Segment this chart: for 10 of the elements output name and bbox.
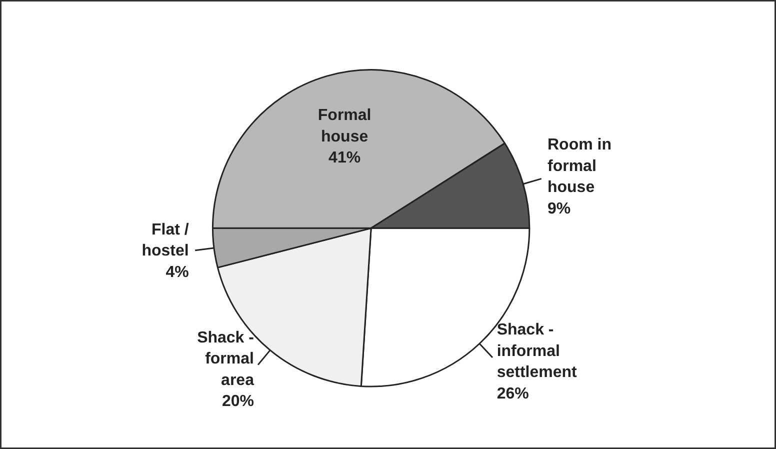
data-label: 9% <box>547 200 571 218</box>
slice-label: Shack - informal settlement <box>496 322 578 382</box>
slice-label: Flat / hostel <box>142 221 190 260</box>
data-label: 4% <box>166 264 189 281</box>
slice-label: Shack - formal area <box>197 329 254 389</box>
slice-label: Room in formal house <box>547 136 612 196</box>
data-label: 26% <box>496 385 529 402</box>
slice-label: Formal house <box>318 107 372 146</box>
data-label: 20% <box>222 393 254 410</box>
data-label: 41% <box>328 150 361 167</box>
